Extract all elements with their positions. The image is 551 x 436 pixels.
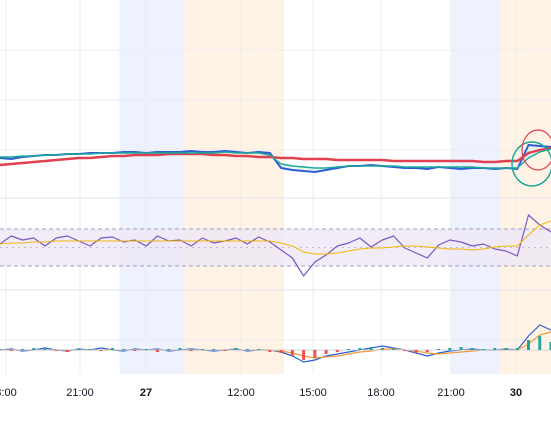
macd-hist-bar-22 bbox=[235, 348, 238, 350]
macd-hist-bar-48 bbox=[527, 340, 530, 350]
macd-hist-bar-39 bbox=[426, 350, 429, 352]
x-tick-label: 27 bbox=[140, 387, 152, 399]
macd-hist-bar-7 bbox=[66, 350, 69, 352]
macd-hist-bar-13 bbox=[133, 350, 136, 351]
macd-hist-bar-21 bbox=[223, 350, 226, 351]
macd-hist-bar-31 bbox=[336, 350, 339, 352]
x-tick-label: 15:00 bbox=[299, 387, 327, 399]
session-bands bbox=[120, 0, 551, 374]
macd-hist-bar-17 bbox=[178, 348, 181, 350]
macd-hist-bar-11 bbox=[111, 348, 114, 350]
oscillator-band bbox=[0, 229, 551, 266]
x-tick-label: 18:00 bbox=[367, 387, 395, 399]
session-band-4 bbox=[500, 0, 551, 374]
x-tick-label: 21:00 bbox=[66, 387, 94, 399]
session-band-2 bbox=[184, 0, 284, 374]
x-tick-label: 21:00 bbox=[437, 387, 465, 399]
x-axis: 8:00 21:00 27 12:00 15:00 18:00 21:00 30 bbox=[0, 387, 522, 399]
macd-hist-bar-49 bbox=[538, 336, 541, 350]
macd-hist-bar-4 bbox=[32, 348, 35, 350]
macd-hist-bar-26 bbox=[280, 350, 283, 353]
x-tick-label: 12:00 bbox=[227, 387, 255, 399]
macd-hist-bar-14 bbox=[145, 349, 148, 350]
macd-hist-bar-47 bbox=[516, 348, 519, 350]
macd-hist-bar-2 bbox=[10, 350, 13, 351]
macd-hist-bar-37 bbox=[403, 350, 406, 351]
macd-hist-bar-43 bbox=[471, 348, 474, 350]
macd-hist-bar-10 bbox=[100, 350, 103, 351]
session-band-1 bbox=[120, 0, 184, 374]
macd-hist-bar-29 bbox=[313, 350, 316, 358]
macd-hist-bar-16 bbox=[167, 349, 170, 350]
macd-hist-bar-1 bbox=[0, 349, 2, 350]
macd-hist-bar-24 bbox=[257, 349, 260, 350]
macd-hist-bar-3 bbox=[21, 349, 24, 350]
macd-hist-bar-23 bbox=[246, 349, 249, 350]
macd-hist-bar-6 bbox=[55, 350, 58, 351]
macd-hist-bar-36 bbox=[392, 349, 395, 350]
macd-hist-bar-45 bbox=[493, 348, 496, 350]
macd-hist-bar-28 bbox=[302, 350, 305, 360]
x-tick-label: 8:00 bbox=[0, 387, 17, 399]
macd-hist-bar-46 bbox=[505, 348, 508, 350]
macd-hist-bar-25 bbox=[268, 350, 271, 352]
macd-hist-bar-32 bbox=[347, 349, 350, 350]
macd-hist-bar-27 bbox=[291, 350, 294, 356]
macd-hist-bar-12 bbox=[122, 349, 125, 350]
macd-hist-bar-35 bbox=[381, 348, 384, 350]
macd-hist-bar-20 bbox=[212, 349, 215, 350]
macd-hist-bar-42 bbox=[460, 347, 463, 350]
macd-hist-bar-34 bbox=[370, 347, 373, 350]
macd-hist-bar-44 bbox=[482, 349, 485, 350]
session-band-3 bbox=[451, 0, 500, 374]
macd-hist-bar-9 bbox=[88, 349, 91, 350]
macd-hist-bar-18 bbox=[190, 350, 193, 351]
macd-hist-bar-41 bbox=[448, 348, 451, 350]
macd-hist-bar-40 bbox=[437, 349, 440, 350]
macd-hist-bar-30 bbox=[325, 350, 328, 354]
macd-hist-bar-5 bbox=[43, 349, 46, 350]
macd-hist-bar-8 bbox=[77, 349, 80, 350]
macd-hist-bar-33 bbox=[358, 348, 361, 350]
macd-hist-bar-19 bbox=[201, 349, 204, 350]
x-tick-label: 30 bbox=[510, 387, 522, 399]
macd-hist-bar-38 bbox=[415, 350, 418, 353]
macd-hist-bar-15 bbox=[156, 350, 159, 352]
